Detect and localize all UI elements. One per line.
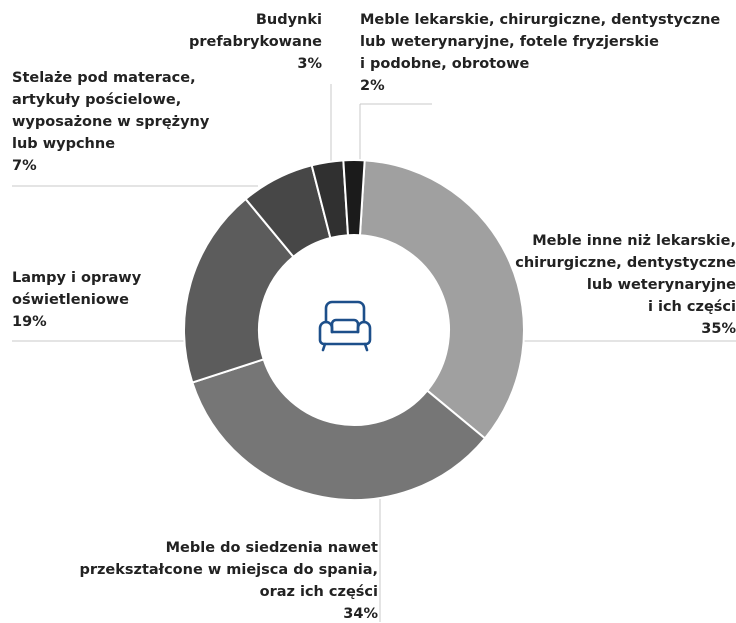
value-label: 7%: [12, 158, 37, 174]
value-label: 3%: [297, 56, 322, 72]
category-label: Meble lekarskie, chirurgiczne, dentystyc…: [360, 12, 721, 72]
slice: [342, 158, 366, 237]
slice: [191, 358, 487, 501]
category-label: Meble inne niż lekarskie, chirurgiczne, …: [515, 233, 736, 315]
slices: [183, 158, 525, 501]
slice-label: Budynki prefabrykowane 3%: [189, 9, 322, 75]
slice-label: Meble lekarskie, chirurgiczne, dentystyc…: [360, 9, 720, 97]
category-label: Meble do siedzenia nawet przekształcone …: [79, 540, 378, 600]
slice-label: Lampy i oprawy oświetleniowe 19%: [12, 267, 141, 333]
armchair-icon: [318, 300, 372, 352]
slice-label: Stelaże pod materace, artykuły pościelow…: [12, 67, 209, 177]
value-label: 2%: [360, 78, 385, 94]
slice-label: Meble do siedzenia nawet przekształcone …: [79, 537, 378, 623]
value-label: 19%: [12, 314, 47, 330]
slice: [358, 159, 525, 440]
slice: [183, 197, 295, 384]
value-label: 35%: [701, 321, 736, 337]
slice-label: Meble inne niż lekarskie, chirurgiczne, …: [515, 230, 736, 340]
value-label: 34%: [343, 606, 378, 622]
category-label: Budynki prefabrykowane: [189, 12, 322, 50]
category-label: Stelaże pod materace, artykuły pościelow…: [12, 70, 210, 152]
category-label: Lampy i oprawy oświetleniowe: [12, 270, 142, 308]
